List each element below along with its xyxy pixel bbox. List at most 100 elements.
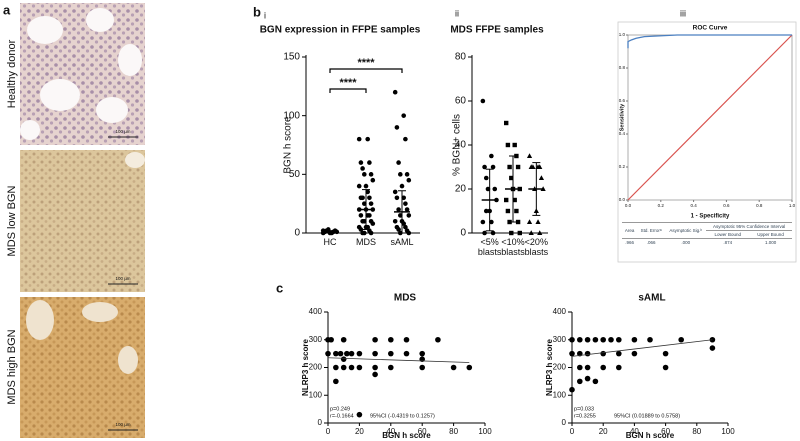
point <box>515 164 521 170</box>
point <box>569 336 575 343</box>
y-tick-label: 100 <box>283 110 300 121</box>
y-tick-label: 300 <box>553 335 567 344</box>
y-tick-label: 0.0 <box>619 197 626 202</box>
point <box>485 186 491 192</box>
point <box>362 201 367 206</box>
significance-label: **** <box>357 57 375 69</box>
x-tick-label: 0.8 <box>756 203 763 208</box>
stat-label: p=0.033 <box>574 406 594 412</box>
point <box>608 336 614 343</box>
y-tick-label: 300 <box>309 335 323 344</box>
point <box>480 219 486 225</box>
significance-bracket <box>329 88 367 93</box>
point <box>348 350 355 357</box>
point <box>569 386 575 393</box>
x-tick-label: 0.4 <box>690 203 697 208</box>
table-header: Lower Bound <box>706 230 750 239</box>
x-tick-label: 0 <box>326 427 331 436</box>
point <box>356 364 363 371</box>
point <box>392 189 398 195</box>
y-tick-label: 0 <box>294 228 300 239</box>
panel-label: a <box>3 2 11 17</box>
category-text: <5% blasts <box>477 237 502 257</box>
point <box>333 350 339 357</box>
point <box>368 172 374 177</box>
point <box>372 336 378 343</box>
table-header: Asymptotic Sig.ᵇ <box>665 222 707 239</box>
category-text: sAML <box>390 237 414 247</box>
x-tick-label: 80 <box>449 427 458 436</box>
point <box>504 120 509 126</box>
point <box>490 164 496 170</box>
point <box>537 164 543 169</box>
point <box>340 356 347 362</box>
y-tick-label: 0 <box>460 228 466 239</box>
image-label: MDS high BGN <box>6 329 18 404</box>
point <box>509 175 514 181</box>
point <box>362 218 367 224</box>
chart-title: MDS FFPE samples <box>450 25 544 36</box>
point <box>396 227 401 232</box>
table-row: Area Std. Errorᵃ Asymptotic Sig.ᵇ Asymptoti… <box>622 222 792 239</box>
y-tick-label: 0 <box>562 418 567 427</box>
point <box>631 350 638 357</box>
point <box>398 172 403 177</box>
x-tick-label: 0.0 <box>625 203 632 208</box>
chart-title: sAML <box>638 293 665 304</box>
category-text: HC <box>323 237 337 247</box>
y-tick-label: 200 <box>309 363 323 372</box>
point <box>489 219 494 225</box>
point <box>505 208 511 214</box>
point <box>396 160 401 165</box>
point <box>662 350 669 357</box>
point <box>483 175 489 181</box>
point <box>515 219 521 225</box>
point <box>367 213 372 218</box>
point <box>358 227 364 232</box>
point <box>490 230 496 236</box>
point <box>372 371 378 378</box>
point <box>435 336 441 343</box>
point <box>404 172 410 177</box>
table-cell: .966 <box>622 238 638 246</box>
reference-line <box>627 34 793 201</box>
point <box>356 183 362 189</box>
point <box>507 164 512 170</box>
point <box>505 142 511 148</box>
y-tick-label: 0.4 <box>619 131 626 136</box>
x-tick-label: 20 <box>355 427 364 436</box>
point <box>398 213 403 218</box>
point <box>403 136 408 142</box>
point <box>348 364 355 371</box>
image-healthy <box>20 3 145 145</box>
point <box>370 221 376 226</box>
point <box>466 364 473 371</box>
panel-label: ii <box>455 8 459 18</box>
point <box>388 350 394 357</box>
point <box>363 183 369 189</box>
x-tick-label: 1.0 <box>789 203 796 208</box>
x-tick-label: 80 <box>692 427 701 436</box>
point <box>403 224 408 230</box>
point <box>356 350 363 357</box>
x-tick-label: 40 <box>386 427 395 436</box>
trend-line <box>571 339 713 357</box>
point <box>401 221 407 226</box>
y-axis-label: Sensitivity <box>619 103 625 131</box>
scale-label: 100 µm <box>115 129 130 134</box>
y-axis-label: % BGN+ cells <box>452 114 463 176</box>
point <box>512 142 517 148</box>
point <box>356 411 363 418</box>
point <box>388 364 394 371</box>
point <box>537 230 543 235</box>
y-tick-label: 0 <box>318 418 323 427</box>
stat-label: r=-0.1664 <box>330 413 354 419</box>
point <box>368 201 374 206</box>
roc-curve <box>627 34 792 49</box>
y-tick-label: 150 <box>283 52 300 63</box>
point <box>401 195 407 201</box>
x-tick-label: 100 <box>721 427 735 436</box>
category-text: <10% blasts <box>501 237 525 257</box>
point <box>584 364 591 371</box>
point <box>368 230 374 236</box>
